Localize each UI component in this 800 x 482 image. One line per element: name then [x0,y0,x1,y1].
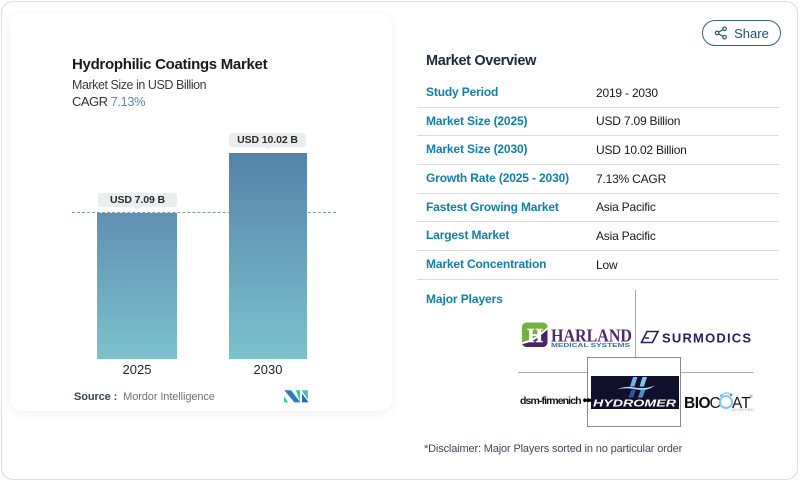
svg-text:BIO: BIO [684,395,711,412]
svg-text:INCORPORATED: INCORPORATED [731,408,755,412]
svg-text:C: C [710,395,721,412]
svg-text:HYDROMER: HYDROMER [593,398,677,410]
svg-text:®: ® [750,393,754,399]
svg-text:HARLAND: HARLAND [551,326,632,346]
svg-text:MEDICAL SYSTEMS: MEDICAL SYSTEMS [551,343,631,349]
svg-text:SURMODICS: SURMODICS [662,331,752,346]
svg-text:H: H [527,325,543,347]
svg-text:AT: AT [732,395,751,412]
